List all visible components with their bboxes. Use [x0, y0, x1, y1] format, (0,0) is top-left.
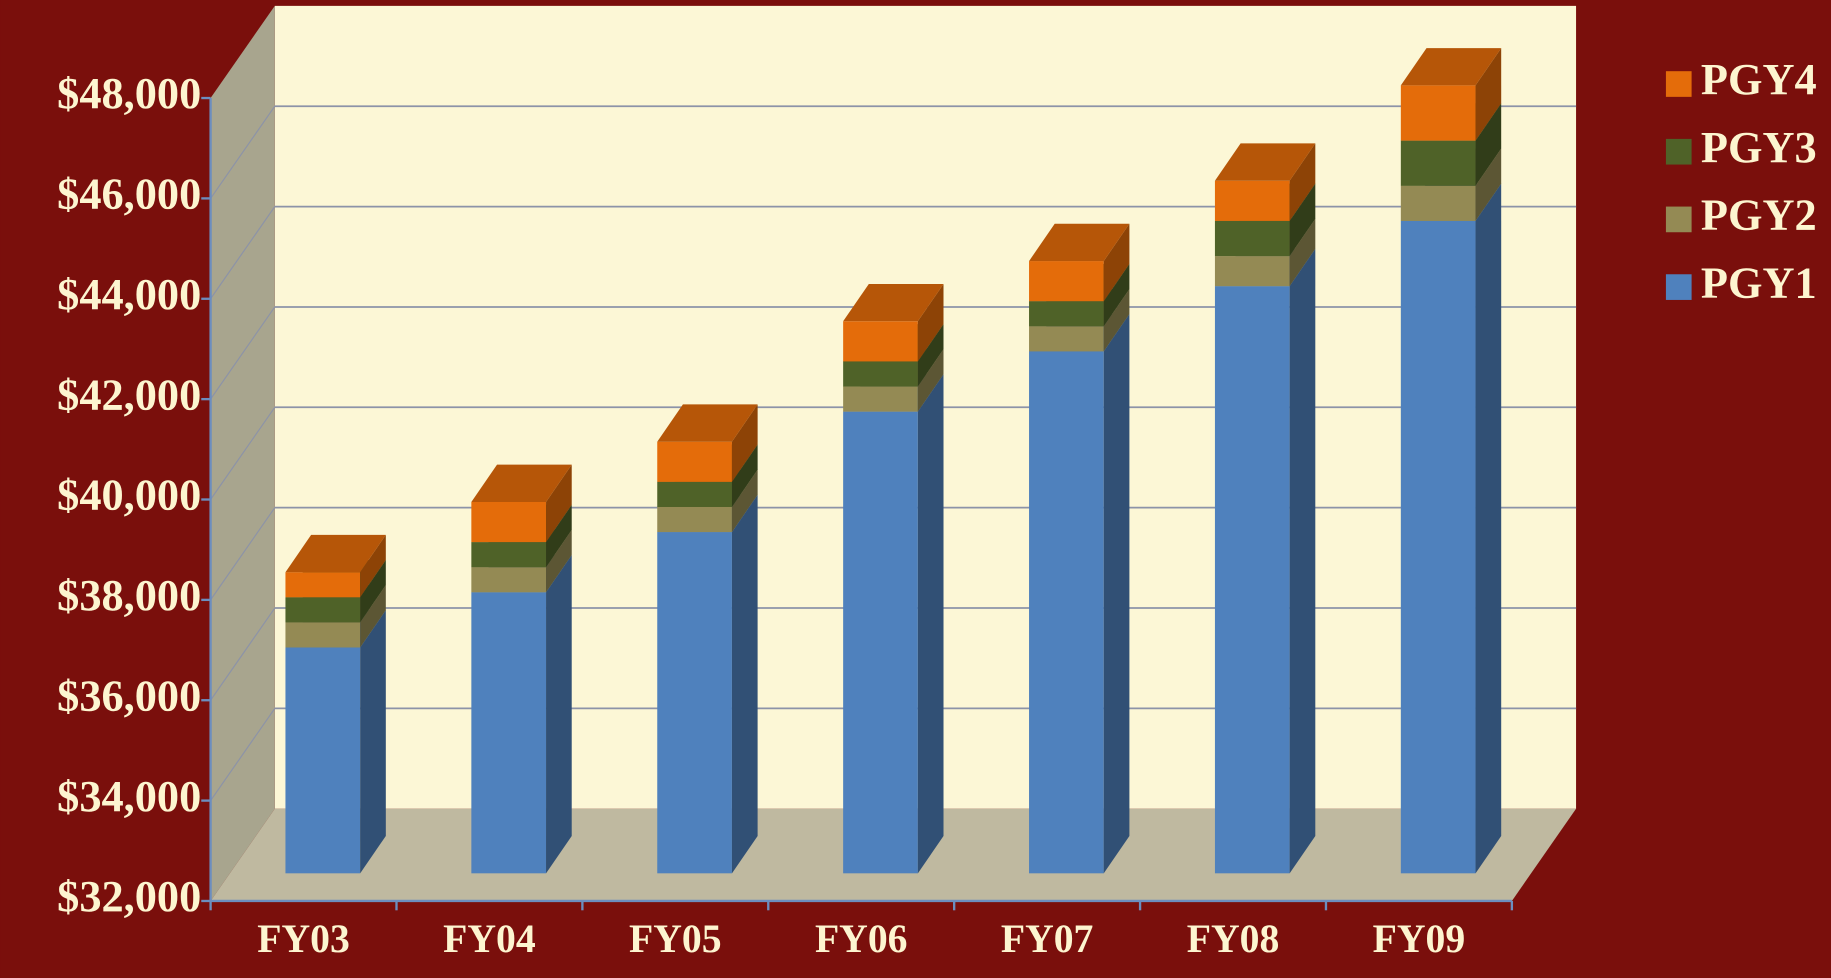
bar-segment	[1029, 351, 1104, 874]
bar-side	[360, 585, 386, 648]
bar-side	[1103, 263, 1130, 327]
legend-swatch	[1665, 274, 1692, 300]
legend-swatch	[1665, 138, 1692, 165]
bar-top	[657, 404, 758, 442]
x-tick-label: FY04	[443, 917, 536, 961]
bar-side	[1475, 148, 1502, 221]
legend-swatch	[1665, 206, 1692, 233]
grid-line-side	[210, 708, 276, 801]
bar-side	[917, 349, 944, 412]
bar-side	[731, 494, 758, 874]
bar-side	[917, 283, 944, 362]
y-tick-label: $46,000	[57, 169, 201, 219]
legend-swatch	[1665, 71, 1692, 97]
bar-side	[1103, 223, 1130, 302]
legend: PGY4 PGY3 PGY2 PGY1	[1665, 54, 1817, 307]
bar-segment	[1029, 301, 1104, 327]
bar-top	[843, 283, 944, 322]
bar-side	[1289, 143, 1316, 221]
x-tick-label: FY07	[1001, 917, 1094, 961]
bar-segment	[843, 411, 918, 874]
legend-label: PGY1	[1701, 257, 1817, 307]
bar-segment	[1029, 326, 1104, 352]
bar-segment	[1400, 85, 1476, 141]
bar-side	[1289, 183, 1316, 257]
bar-segment	[1029, 261, 1104, 302]
bar-top	[471, 464, 572, 502]
bar-segment	[843, 321, 918, 362]
bar-segment	[471, 542, 547, 568]
y-tick-label: $42,000	[57, 369, 201, 419]
y-tick-label: $40,000	[57, 470, 201, 520]
bar-segment	[1214, 220, 1290, 257]
bar-segment	[1400, 140, 1476, 186]
bar-side	[360, 610, 386, 874]
bar-side	[546, 554, 572, 874]
bar-side	[1103, 288, 1130, 352]
bar-side	[1475, 48, 1502, 141]
bar-segment	[1214, 286, 1290, 874]
bar-side	[546, 529, 572, 593]
legend-label: PGY3	[1701, 122, 1817, 172]
bar-segment	[1214, 180, 1290, 221]
grid-line-side	[210, 507, 276, 601]
bar-side	[731, 469, 758, 533]
grid-line-side	[210, 607, 276, 701]
y-tick-label: $44,000	[57, 269, 201, 319]
legend-label: PGY4	[1701, 54, 1817, 104]
bar-top	[1214, 143, 1316, 181]
x-tick-label: FY08	[1187, 917, 1280, 961]
bar-segment	[285, 647, 361, 874]
grid-line-side	[210, 306, 276, 400]
y-tick-label: $34,000	[57, 771, 201, 821]
bar-side	[1475, 183, 1502, 874]
x-tick-label: FY05	[629, 917, 722, 961]
grid-line-side	[210, 105, 276, 199]
bar-segment	[285, 572, 361, 598]
bar-side	[1103, 314, 1130, 874]
bar-side	[360, 534, 386, 598]
bar-segment	[657, 506, 732, 533]
grid-line-side	[210, 206, 276, 300]
bar-segment	[843, 386, 918, 412]
y-tick-label: $38,000	[57, 570, 201, 620]
y-tick-label: $36,000	[57, 670, 201, 720]
bar-segment	[657, 441, 732, 482]
bar-side	[917, 324, 944, 387]
axes: $32,000 $34,000 $36,000 $38,000 $40,000 $42,0…	[57, 68, 1514, 961]
bar-top	[285, 534, 386, 573]
bar-side	[360, 559, 386, 623]
bar-segment	[657, 532, 732, 874]
bar-side	[917, 374, 944, 874]
bar-side	[1475, 103, 1502, 186]
x-tick-label: FY03	[257, 917, 350, 961]
bar-top	[1029, 223, 1130, 262]
bar-top	[1400, 48, 1502, 86]
bar-segment	[285, 597, 361, 623]
bar-segment	[657, 481, 732, 507]
bar-segment	[471, 567, 547, 593]
bar-segment	[471, 592, 547, 874]
legend-label: PGY2	[1701, 190, 1817, 240]
bar-segment	[843, 361, 918, 387]
bar-side	[1289, 248, 1316, 874]
bars	[285, 48, 1502, 874]
bar-segment	[1400, 185, 1476, 221]
x-tick-label: FY09	[1373, 917, 1466, 961]
y-tick-label: $32,000	[57, 871, 201, 921]
bar-segment	[1400, 220, 1476, 874]
grid-line-side	[210, 406, 276, 500]
bar-side	[546, 464, 572, 543]
bar-side	[731, 404, 758, 482]
bar-side	[1289, 218, 1316, 287]
bar-segment	[471, 501, 547, 543]
bar-side	[731, 444, 758, 507]
x-tick-label: FY06	[815, 917, 908, 961]
bar-segment	[285, 622, 361, 648]
bar-side	[546, 504, 572, 568]
bar-segment	[1214, 256, 1290, 287]
y-tick-label: $48,000	[57, 68, 201, 118]
